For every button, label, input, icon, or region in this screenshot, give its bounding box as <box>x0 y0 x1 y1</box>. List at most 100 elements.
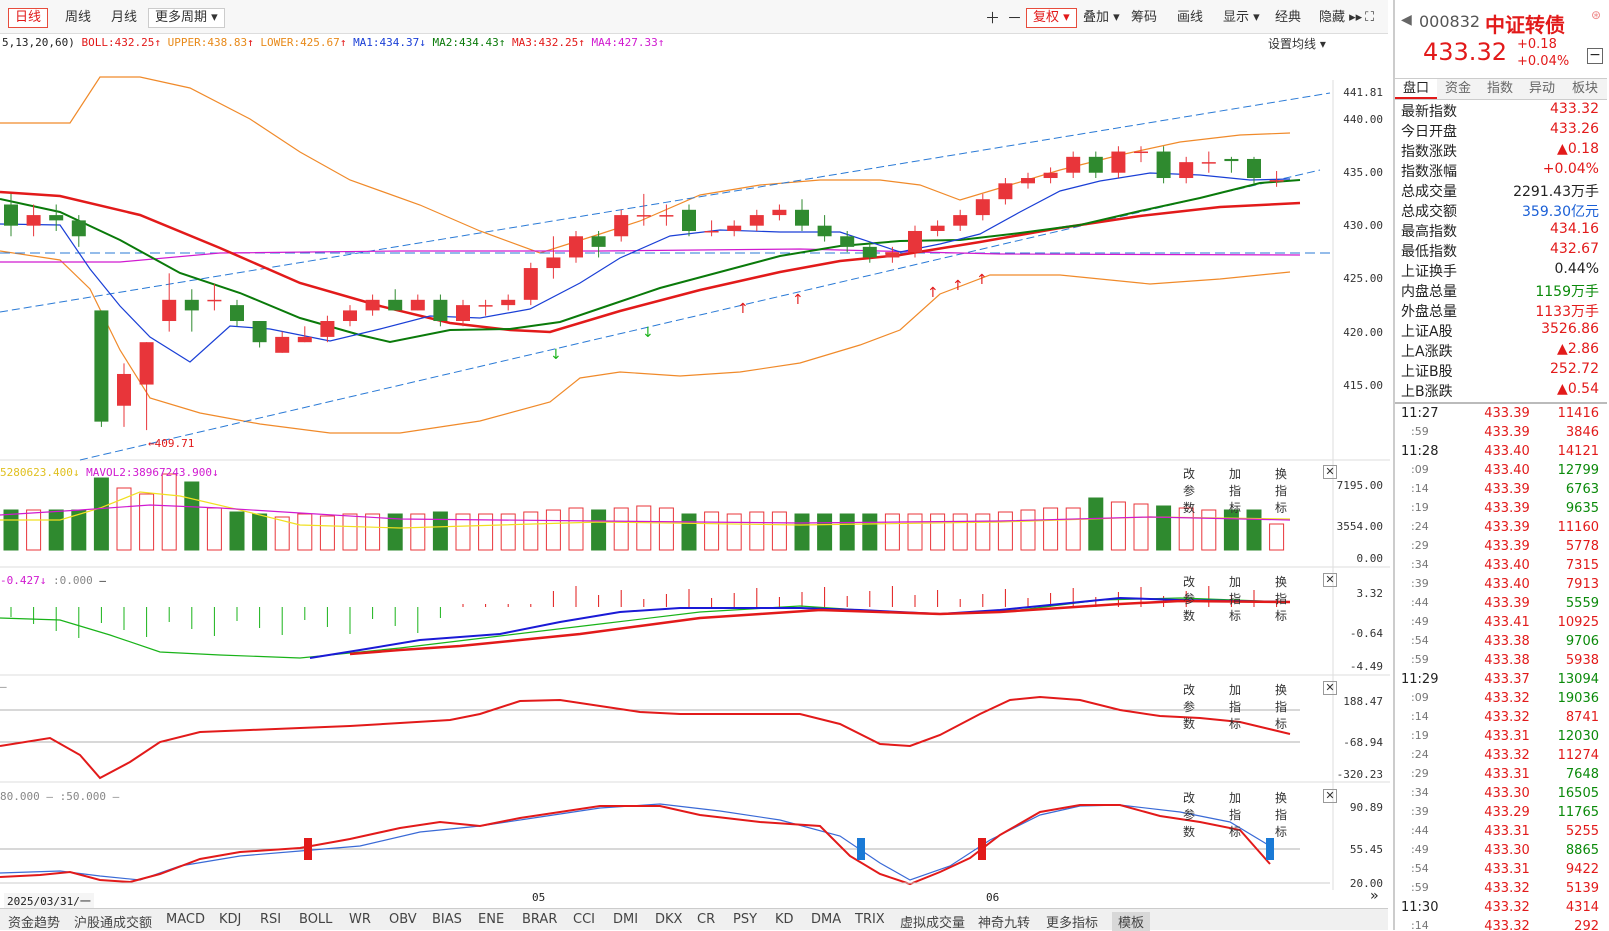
kdj-marker <box>978 838 986 860</box>
tab-magic-nine[interactable]: 神奇九转 <box>978 916 1031 931</box>
tab-kdj[interactable]: KDJ <box>219 912 242 927</box>
collapse-icon[interactable]: − <box>1587 48 1603 64</box>
overlay-button[interactable]: 叠加 ▾ <box>1083 10 1120 25</box>
adjust-button[interactable]: 复权 ▾ <box>1026 8 1077 28</box>
add-indicator-button[interactable]: 加指标 <box>1229 575 1242 623</box>
tick-volume: 11416 <box>1557 406 1599 421</box>
tab-boll[interactable]: BOLL <box>299 912 333 927</box>
quote-row: 上证换手 0.44% <box>1395 261 1607 281</box>
tab-dmi[interactable]: DMI <box>613 912 639 927</box>
tick-price: 433.31 <box>1484 729 1530 744</box>
tab-dkx[interactable]: DKX <box>655 912 683 927</box>
quote-row-label: 最高指数 <box>1401 224 1457 240</box>
back-arrow-icon[interactable]: ◀ <box>1401 12 1412 28</box>
volume-legend: 5280623.400↓ MAVOL2:38967243.900↓ <box>0 466 219 479</box>
switch-indicator-button[interactable]: 换指标 <box>1275 467 1288 515</box>
tab-sector[interactable]: 板块 <box>1571 81 1598 96</box>
tab-cci[interactable]: CCI <box>573 912 595 927</box>
period-daily-button[interactable]: 日线 <box>8 8 49 28</box>
favorite-icon[interactable]: ⊛ <box>1591 8 1602 22</box>
volume-bar <box>297 513 313 551</box>
close-icon[interactable]: ✕ <box>1323 681 1337 695</box>
quote-row: 上B涨跌 ▲0.54 <box>1395 381 1607 401</box>
tab-more-indicators[interactable]: 更多指标 <box>1046 916 1099 931</box>
close-icon[interactable]: ✕ <box>1323 789 1337 803</box>
add-indicator-button[interactable]: 加指标 <box>1229 467 1242 515</box>
tick-price: 433.39 <box>1484 482 1530 497</box>
tab-trix[interactable]: TRIX <box>855 912 885 927</box>
zoom-in-button[interactable]: ＋ <box>985 9 1001 27</box>
tab-template[interactable]: 模板 <box>1112 912 1151 931</box>
tab-wr[interactable]: WR <box>349 912 371 927</box>
tab-virtual-volume[interactable]: 虚拟成交量 <box>900 916 966 931</box>
tab-bias[interactable]: BIAS <box>432 912 462 927</box>
tab-ene[interactable]: ENE <box>478 912 505 927</box>
tab-fund-trend[interactable]: 资金趋势 <box>8 916 61 931</box>
more-periods-dropdown[interactable]: 更多周期 ▾ <box>148 8 225 28</box>
down-arrow-icon: ↓ <box>72 466 80 479</box>
period-monthly-button[interactable]: 月线 <box>111 10 138 25</box>
add-indicator-button[interactable]: 加指标 <box>1229 683 1242 731</box>
tick-time: :34 <box>1411 558 1429 571</box>
tab-orderbook[interactable]: 盘口 <box>1395 79 1437 99</box>
add-indicator-button[interactable]: 加指标 <box>1229 791 1242 839</box>
quote-row-label: 上A涨跌 <box>1401 344 1453 360</box>
chips-button[interactable]: 筹码 <box>1131 10 1158 25</box>
tick-row: :09 433.40 12799 <box>1395 463 1607 482</box>
tab-psy[interactable]: PSY <box>733 912 758 927</box>
tab-hsgt-volume[interactable]: 沪股通成交额 <box>74 916 153 931</box>
scroll-right-icon[interactable]: » <box>1370 888 1379 904</box>
kline-chart[interactable]: ↓ ↓ ↑ ↑ ↑ ↑ ↑ <box>0 0 1390 908</box>
volume-bar <box>1201 509 1217 551</box>
draw-line-button[interactable]: 画线 <box>1177 10 1204 25</box>
display-button[interactable]: 显示 ▾ <box>1223 10 1260 25</box>
candle-body <box>1088 156 1103 173</box>
tab-macd[interactable]: MACD <box>166 912 205 927</box>
tick-time: 11:30 <box>1401 900 1439 915</box>
classic-button[interactable]: 经典 <box>1275 10 1302 25</box>
edit-params-button[interactable]: 改参数 <box>1183 683 1196 731</box>
tab-kd[interactable]: KD <box>775 912 794 927</box>
period-weekly-button[interactable]: 周线 <box>65 10 92 25</box>
tick-list[interactable]: 11:27 433.39 11416:59 433.39 3846 11:28 433.40… <box>1395 404 1607 930</box>
candle-body <box>614 215 629 237</box>
tick-time: :29 <box>1411 767 1429 780</box>
fullscreen-icon[interactable]: ⛶ <box>1365 10 1375 25</box>
close-icon[interactable]: ✕ <box>1323 465 1337 479</box>
tab-dma[interactable]: DMA <box>811 912 842 927</box>
switch-indicator-button[interactable]: 换指标 <box>1275 791 1288 839</box>
tab-funds[interactable]: 资金 <box>1444 81 1471 96</box>
tab-brar[interactable]: BRAR <box>522 912 558 927</box>
close-icon[interactable]: ✕ <box>1323 573 1337 587</box>
tick-row: :54 433.38 9706 <box>1395 634 1607 653</box>
sell-signal-icon: ↑ <box>792 292 804 308</box>
tab-anomaly[interactable]: 异动 <box>1528 81 1555 96</box>
edit-params-button[interactable]: 改参数 <box>1183 791 1196 839</box>
edit-params-button[interactable]: 改参数 <box>1183 575 1196 623</box>
tab-rsi[interactable]: RSI <box>260 912 282 927</box>
candle-body <box>975 199 990 216</box>
tick-volume: 16505 <box>1557 786 1599 801</box>
volume-bar <box>704 511 720 551</box>
tick-row: :44 433.31 5255 <box>1395 824 1607 843</box>
switch-indicator-button[interactable]: 换指标 <box>1275 575 1288 623</box>
quote-row-label: 总成交额 <box>1401 204 1457 220</box>
tick-price: 433.32 <box>1484 881 1530 896</box>
switch-indicator-button[interactable]: 换指标 <box>1275 683 1288 731</box>
edit-params-button[interactable]: 改参数 <box>1183 467 1196 515</box>
hide-button[interactable]: 隐藏 ▸▸ <box>1319 10 1363 25</box>
candle-body <box>569 236 583 258</box>
quote-row-label: 内盘总量 <box>1401 284 1457 300</box>
tab-obv[interactable]: OBV <box>389 912 417 927</box>
candle-body <box>659 215 674 217</box>
tick-volume: 11765 <box>1557 805 1599 820</box>
tab-index[interactable]: 指数 <box>1486 81 1513 96</box>
quote-row-label: 总成交量 <box>1401 184 1457 200</box>
tick-time: :14 <box>1411 482 1429 495</box>
zoom-out-button[interactable]: － <box>1007 9 1023 27</box>
tick-row: :59 433.38 5938 <box>1395 653 1607 672</box>
ma-settings-button[interactable]: 设置均线 ▾ <box>1268 37 1326 51</box>
vol-tick: 3554.00 <box>1336 520 1383 533</box>
up-arrow-icon: ↑ <box>578 36 585 49</box>
tab-cr[interactable]: CR <box>697 912 716 927</box>
